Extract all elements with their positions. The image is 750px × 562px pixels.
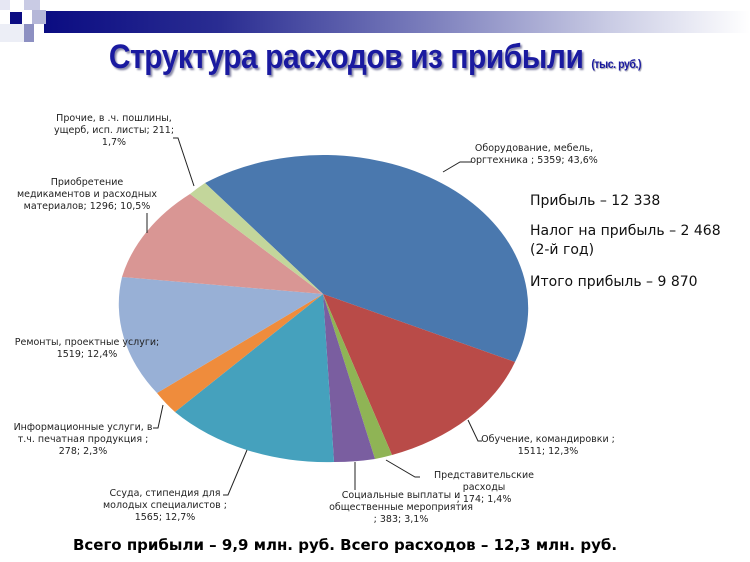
label-representation: Представительские расходы ; 174; 1,4%: [434, 470, 534, 505]
label-other: Прочие, в .ч. пошлины, ущерб, исп. листы…: [53, 113, 175, 148]
decor-square: [24, 0, 40, 10]
footer-summary: Всего прибыли – 9,9 млн. руб. Всего расх…: [72, 536, 618, 554]
slice-other: [190, 183, 323, 294]
label-info: Информационные услуги, в т.ч. печатная п…: [13, 422, 153, 457]
slice-medicine: [122, 194, 323, 294]
slice-repairs: [118, 277, 323, 393]
page-title: Структура расходов из прибыли (тыс. руб.…: [45, 38, 705, 77]
slice-loan: [175, 294, 334, 463]
leader-loan: [223, 449, 248, 496]
slice-equipment: [205, 155, 529, 362]
decor-square: [10, 12, 22, 24]
slice-info: [157, 294, 323, 412]
decor-square: [0, 24, 24, 42]
label-training: Обучение, командировки ; 1511; 12,3%: [481, 434, 615, 457]
label-social: Социальные выплаты и общественные меропр…: [329, 490, 473, 525]
leader-training: [467, 419, 482, 442]
label-equipment: Оборудование, мебель, оргтехника ; 5359;…: [470, 143, 598, 166]
decor-square: [0, 0, 10, 10]
leader-other: [173, 137, 195, 187]
leader-equipment: [442, 161, 472, 173]
header-gradient-banner: [44, 11, 750, 33]
slice-social: [323, 294, 375, 463]
tax-line: Налог на прибыль – 2 468: [530, 223, 721, 239]
slice-training: [323, 294, 515, 455]
leader-representation: [385, 459, 420, 478]
tax-year-line: (2-й год): [530, 242, 595, 258]
title-unit: (тыс. руб.): [591, 57, 642, 71]
label-repairs: Ремонты, проектные услуги; 1519; 12,4%: [14, 337, 160, 360]
net-profit-line: Итого прибыль – 9 870: [530, 274, 698, 290]
decor-square: [24, 24, 34, 42]
profit-line: Прибыль – 12 338: [530, 193, 661, 209]
label-loan: Ссуда, стипендия для молодых специалисто…: [103, 488, 227, 523]
label-medicine: Приобретение медикаментов и расходных ма…: [16, 177, 158, 212]
slice-representation: [323, 294, 392, 459]
decor-square: [32, 10, 46, 24]
leader-info: [153, 404, 164, 429]
title-main: Структура расходов из прибыли: [108, 38, 584, 76]
